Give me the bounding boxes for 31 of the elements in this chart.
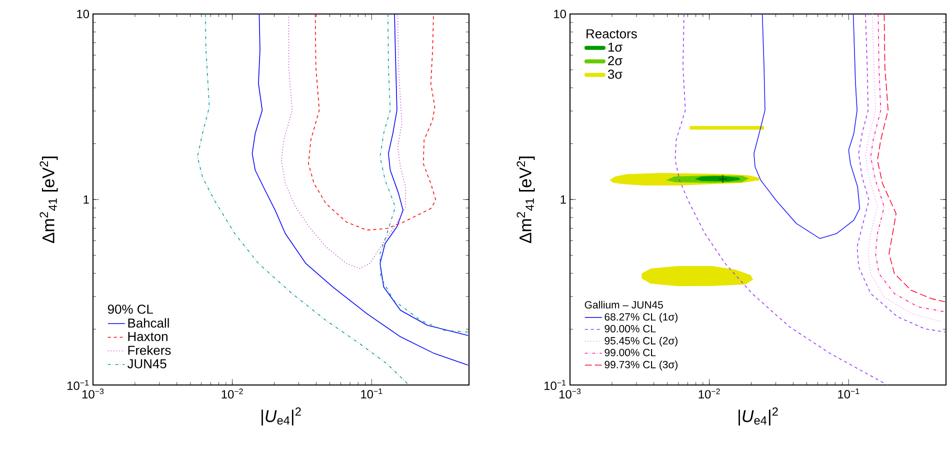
- annotation: Reactors: [586, 29, 637, 38]
- x-tick-label: 10$^{−2}$: [222, 388, 243, 399]
- legend-label: 99.00% CL: [604, 348, 656, 356]
- legend-label: JUN45: [127, 359, 166, 368]
- y-tick-label: 10: [77, 10, 90, 18]
- y-tick-label: 10$^{−1}$: [544, 380, 566, 390]
- x-tick-label: 10$^{−1}$: [838, 388, 860, 398]
- x-axis-title: |U$_{e4}$|$^{2}$: [262, 407, 301, 426]
- x-axis-title: |U$_{e4}$|$^{2}$: [738, 407, 778, 426]
- x-tick-label: 10$^{−3}$: [82, 388, 104, 399]
- legend-label: 1σ: [608, 42, 622, 52]
- legend-label: 99.73% CL (3σ): [604, 360, 678, 370]
- y-axis-title: Δm$^{2}$$_{41}$ [eV$^{2}$]: [40, 156, 58, 244]
- y-axis-title: Δm$^{2}$$_{41}$ [eV$^{2}$]: [516, 156, 535, 244]
- y-tick-label: 1: [84, 195, 89, 204]
- legend-label: 3σ: [608, 70, 622, 79]
- legend-label: Bahcall: [128, 318, 169, 328]
- legend-label: 2σ: [608, 56, 622, 66]
- legend-title: 90% CL: [108, 304, 153, 314]
- legend-label: 68.27% CL (1σ): [604, 312, 678, 323]
- x-tick-label: 10$^{−3}$: [559, 388, 581, 399]
- x-tick-label: 10$^{−1}$: [361, 388, 382, 398]
- legend-label: 90.00% CL: [604, 324, 656, 332]
- y-tick-label: 1: [560, 195, 566, 204]
- legend-title: Gallium – JUN45: [584, 300, 663, 309]
- legend-label: Haxton: [128, 332, 168, 342]
- x-tick-label: 10$^{−2}$: [698, 388, 720, 399]
- legend-label: 95.45% CL (2σ): [604, 336, 678, 347]
- y-tick-label: 10$^{−1}$: [67, 380, 89, 390]
- y-tick-label: 10: [554, 10, 566, 18]
- legend-label: Frekers: [128, 345, 171, 355]
